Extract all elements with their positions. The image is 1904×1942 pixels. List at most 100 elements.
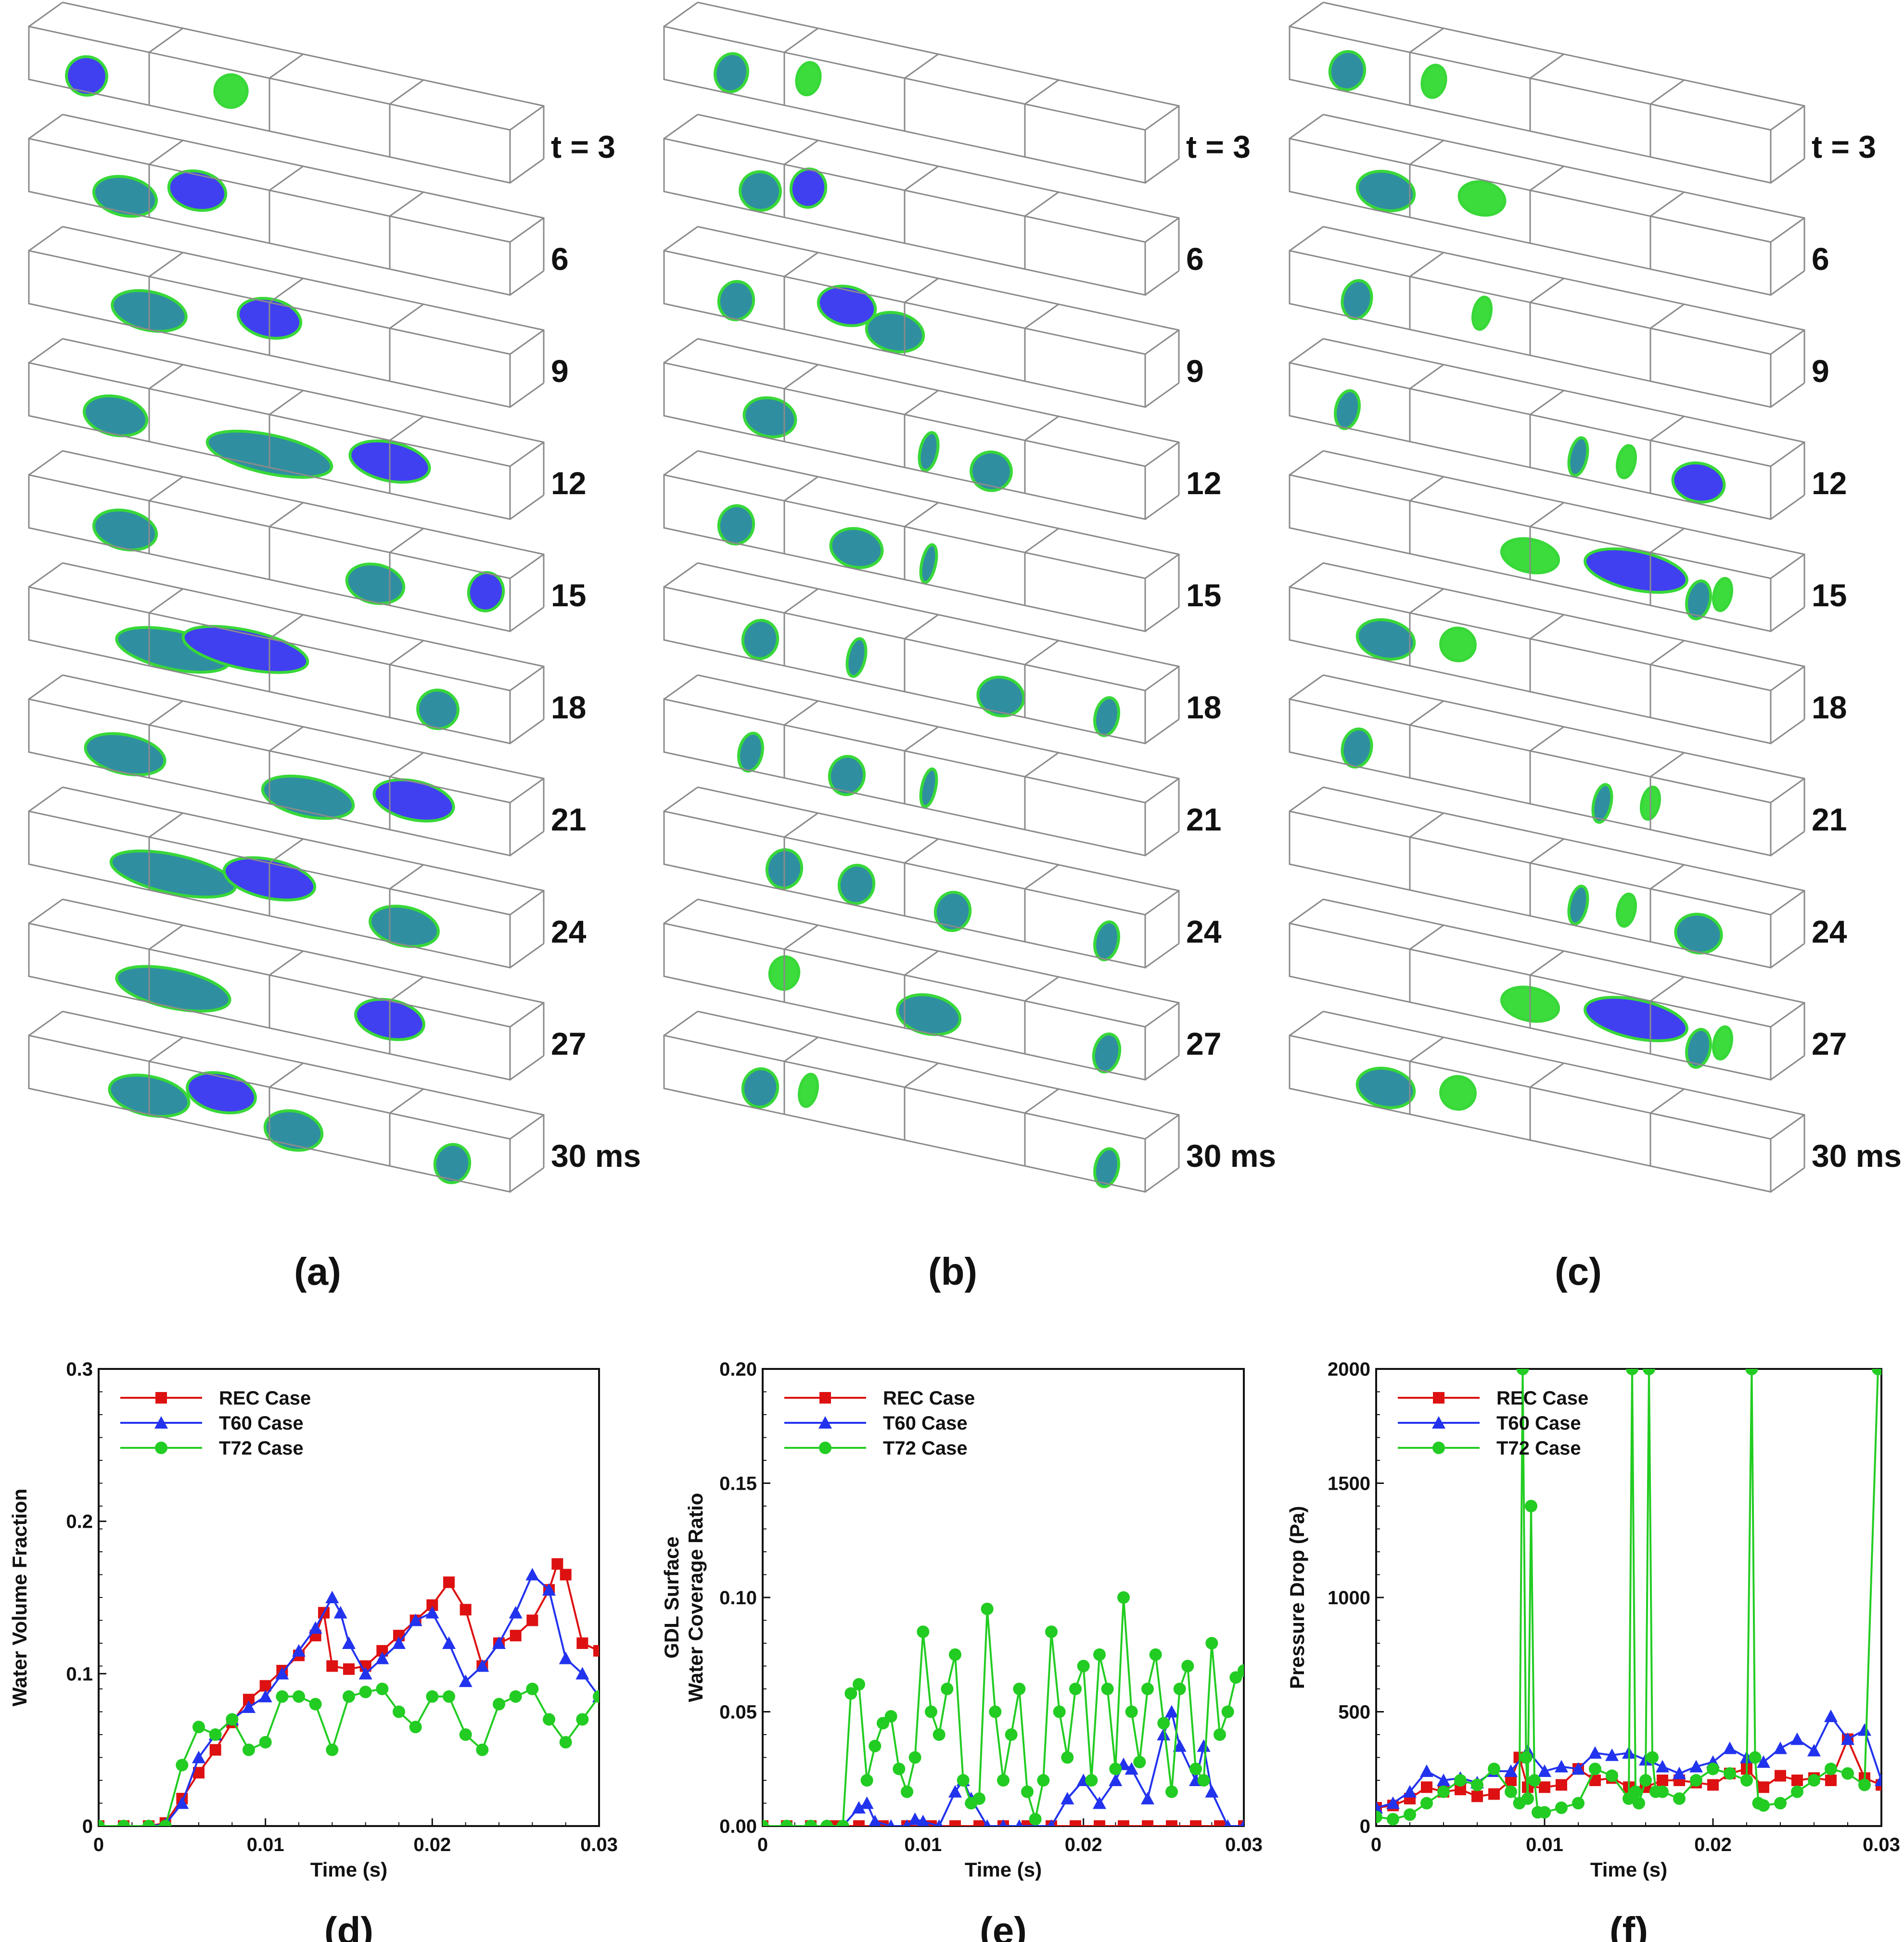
channel-rib-line [1024, 640, 1059, 665]
water-slug [1567, 436, 1589, 477]
data-point [957, 1774, 970, 1787]
channel-rib-line [784, 1036, 818, 1062]
channel-rib-line [1650, 976, 1685, 1002]
channel-box-edge [1145, 441, 1179, 467]
water-slug [976, 676, 1025, 717]
channel-box-edge [664, 450, 698, 476]
data-point [1572, 1797, 1585, 1810]
data-point [935, 1819, 943, 1826]
channel-box-edge [664, 114, 698, 140]
water-slug [933, 891, 972, 933]
channel-rib-line [904, 838, 939, 864]
channel-rib-line [1409, 476, 1444, 501]
data-point [117, 1820, 130, 1826]
channel-box-edge [510, 105, 544, 131]
channel-rib-line [389, 976, 424, 1002]
channel-box-edge [510, 1167, 544, 1193]
data-point [844, 1687, 857, 1700]
channel-box-edge [510, 665, 544, 691]
data-point [1432, 1442, 1445, 1454]
water-slug [84, 732, 166, 777]
data-point [1875, 1774, 1881, 1786]
data-point [1109, 1763, 1122, 1776]
channel-box-edge [1289, 1010, 1324, 1036]
y-tick-label: 0.10 [719, 1587, 757, 1609]
water-droplet [1420, 64, 1447, 99]
channel-rib-line [904, 166, 939, 191]
channel-box-edge [1770, 105, 1805, 131]
channel-box-edge [28, 338, 63, 364]
time-label: 9 [1812, 353, 1829, 389]
channel-box-edge [1289, 674, 1324, 700]
channel-snapshot [1289, 226, 1805, 408]
data-point [1556, 1779, 1567, 1791]
channel-rib-line [389, 192, 424, 217]
channel-rib-line [1650, 192, 1685, 217]
data-point [1656, 1760, 1669, 1773]
time-label: 9 [551, 353, 569, 389]
data-point [176, 1759, 189, 1772]
channel-rib-line [784, 140, 818, 165]
channel-rib-line [784, 476, 818, 501]
data-point [1689, 1760, 1703, 1773]
data-point [869, 1814, 881, 1826]
y-tick-label: 0.20 [719, 1359, 757, 1380]
channel-box-edge [1289, 338, 1324, 364]
data-point [559, 1736, 572, 1749]
channel-snapshot [663, 786, 1180, 969]
panel-label: (b) [928, 1250, 977, 1293]
data-point [805, 1820, 817, 1826]
water-slug [1355, 618, 1416, 661]
data-point [1471, 1778, 1483, 1791]
channel-snapshot [1289, 114, 1805, 296]
chart-e: 0.00 0.05 0.10 0.15 0.20 0 0.01 0.02 0.03 Time (s… [660, 1359, 1263, 1942]
series-t72-case [99, 1683, 599, 1826]
channel-snapshot [663, 898, 1180, 1081]
data-point [1093, 1648, 1106, 1661]
channel-rib-line [784, 364, 818, 389]
data-point [1085, 1774, 1098, 1787]
channel-box-edge [1289, 114, 1324, 140]
data-point [209, 1728, 222, 1741]
channel-box-edge [1770, 382, 1805, 408]
data-point [1376, 1801, 1383, 1814]
channel-rib-line [389, 752, 424, 778]
channel-snapshot [1289, 1, 1805, 184]
data-point [492, 1636, 506, 1649]
time-label: t = 3 [1812, 129, 1876, 165]
channel-box-edge [1770, 158, 1805, 184]
channel-rib-line [904, 614, 939, 639]
data-point [1045, 1625, 1058, 1638]
data-point [869, 1739, 882, 1752]
channel-box-edge [1145, 553, 1179, 579]
y-tick-label: 0.3 [66, 1359, 93, 1380]
y-axis-label: Water Coverage Ratio [684, 1493, 707, 1702]
data-point [1555, 1760, 1568, 1773]
y-tick-label: 0.1 [66, 1663, 93, 1685]
channel-rib-line [1530, 1062, 1564, 1088]
channel-rib-line [149, 1036, 183, 1062]
water-slug [837, 864, 876, 905]
data-point [460, 1604, 472, 1616]
channel-rib-line [904, 278, 939, 303]
channel-box-edge [510, 553, 544, 579]
channel-box-edge [664, 786, 698, 812]
legend-label: T60 Case [1496, 1413, 1581, 1434]
water-droplet [1712, 1025, 1733, 1060]
channel-rib-line [1024, 976, 1059, 1002]
channel-box-edge [664, 1010, 698, 1036]
channel-rib-line [1409, 700, 1444, 726]
data-point [1118, 1820, 1129, 1826]
water-film [186, 1071, 257, 1114]
channel-rib-line [1530, 838, 1564, 864]
data-point [1516, 1369, 1529, 1375]
panel-label: (d) [324, 1909, 373, 1942]
data-point [1133, 1756, 1146, 1768]
time-label: t = 3 [551, 129, 615, 165]
channel-snapshot [663, 1, 1180, 184]
water-slug [865, 311, 925, 354]
channel-rib-line [149, 476, 183, 501]
data-point [852, 1801, 866, 1814]
water-slug [1341, 279, 1373, 320]
data-point [1673, 1766, 1686, 1779]
